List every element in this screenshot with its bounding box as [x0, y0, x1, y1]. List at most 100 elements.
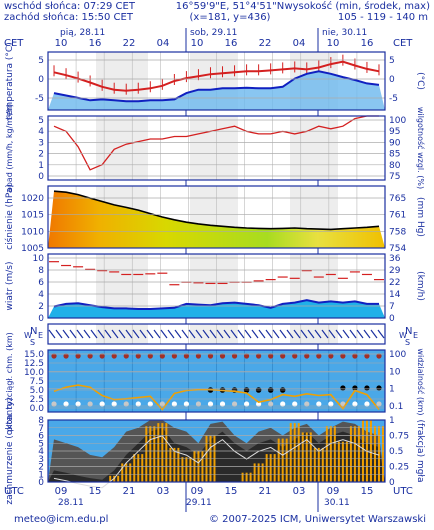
temp-tick: -5: [35, 94, 44, 104]
fog-bar: [129, 463, 132, 482]
grid-point-text: (x=181, y=436): [189, 12, 271, 23]
fog-marker: [340, 401, 346, 407]
fog-marker: [280, 401, 286, 407]
top-marker: [123, 353, 129, 359]
top-marker: [340, 353, 346, 359]
pressure-tick: 1010: [21, 227, 44, 237]
cloud-extent-tick: 15.0: [24, 350, 44, 360]
fog-tick: 1: [389, 416, 395, 426]
fog-bar: [249, 472, 252, 482]
fog-bar: [341, 441, 344, 482]
cloud-tick: 7: [38, 424, 44, 434]
top-marker: [147, 353, 153, 359]
night-shade: [290, 324, 338, 344]
fog-bar: [253, 463, 256, 482]
cloud-tick: 6: [38, 432, 44, 442]
precip-tick: 4: [38, 127, 44, 137]
fog-bar: [117, 475, 120, 482]
wind-direction-arrow: [237, 329, 245, 339]
fog-bar: [245, 472, 248, 482]
cloud-extent-tick: 2.5: [30, 395, 44, 405]
fog-marker: [207, 401, 214, 407]
fog-marker: [87, 401, 93, 407]
wind-tick: 6: [38, 278, 44, 288]
wind-direction-arrow: [370, 329, 378, 339]
fog-bar: [141, 454, 144, 482]
fog-marker: [195, 401, 202, 407]
wind-tick: 0: [38, 314, 44, 324]
fog-bar: [321, 447, 324, 482]
temp-tick-right: 5: [389, 56, 395, 66]
temp-tick: 0: [38, 75, 44, 85]
precip-tick: 2: [38, 150, 44, 160]
fog-bar: [189, 457, 192, 482]
day-label-top: sob, 29.11: [190, 28, 237, 38]
pressure-tick: 1015: [21, 211, 44, 221]
fog-bar: [357, 426, 360, 482]
dewpoint-area: [48, 71, 385, 110]
hour-label-bottom: 21: [259, 486, 272, 497]
panel-frame: [47, 349, 386, 413]
fog-bar: [281, 438, 284, 482]
contact-email[interactable]: meteo@icm.edu.pl: [14, 514, 109, 525]
compass-s: S: [30, 338, 35, 347]
cloud-extent-tick: 7.5: [30, 377, 44, 387]
wind-direction-arrow: [111, 329, 119, 339]
fog-marker: [316, 401, 322, 407]
fog-marker: [75, 401, 81, 407]
wind-tick-right: 0: [389, 314, 395, 324]
fog-bar: [185, 457, 188, 482]
night-shade: [290, 116, 338, 180]
cloud-axis-label: zachmurzenie (oktanty): [5, 397, 15, 504]
top-marker: [256, 353, 262, 359]
wind-direction-arrow: [139, 329, 147, 339]
temp-axis-label: temperatura (°C): [5, 42, 15, 119]
fog-marker: [183, 401, 190, 407]
cloud-extent-tick: 0.0: [30, 404, 45, 414]
temp-tick-right: -5: [389, 94, 398, 104]
day-label-top: nie, 30.11: [322, 28, 367, 38]
panel-frame: [47, 115, 386, 181]
hour-label-bottom: 15: [89, 486, 102, 497]
wind-direction-arrow: [230, 329, 238, 339]
visibility-tick: 0.1: [389, 402, 403, 412]
wind-direction-arrow: [90, 329, 98, 339]
fog-bar: [381, 426, 384, 482]
wind-direction-arrow: [321, 329, 329, 339]
wind-tick-right: 29: [389, 266, 401, 276]
fog-marker: [292, 401, 298, 407]
top-marker: [292, 353, 298, 359]
wind-direction-arrow: [293, 329, 301, 339]
panel-frame: [47, 185, 386, 249]
fog-marker: [123, 401, 129, 407]
timezone-label-top-left: CET: [4, 38, 24, 49]
cloud-tick: 0: [38, 478, 44, 488]
fog-marker: [243, 401, 250, 407]
fog-bar: [297, 423, 300, 482]
wind-direction-arrow: [188, 329, 196, 339]
pressure-area: [48, 191, 385, 248]
fog-bar: [169, 447, 172, 482]
fog-marker: [352, 401, 358, 407]
fog-marker: [304, 401, 310, 407]
precip-tick: 3: [38, 138, 44, 148]
fog-bar: [329, 426, 332, 482]
wind-tick-right: 7: [389, 302, 395, 312]
fog-bar: [153, 426, 156, 482]
wind-tick-right: 14: [389, 290, 401, 300]
fog-bar: [137, 454, 140, 482]
wind-tick-right: 22: [389, 278, 400, 288]
precip-tick: 0: [38, 172, 44, 182]
precip-tick: 1: [38, 161, 44, 171]
hour-label-bottom: 09: [55, 486, 68, 497]
hour-label-top: 16: [225, 38, 238, 49]
fog-bar: [149, 426, 152, 482]
fog-marker: [99, 401, 105, 407]
fog-marker: [147, 401, 153, 407]
top-marker: [316, 353, 322, 359]
hour-label-top: 10: [191, 38, 204, 49]
fog-bar: [265, 454, 268, 482]
fog-bar: [337, 441, 340, 482]
pressure-tick-right: 758: [389, 227, 406, 237]
